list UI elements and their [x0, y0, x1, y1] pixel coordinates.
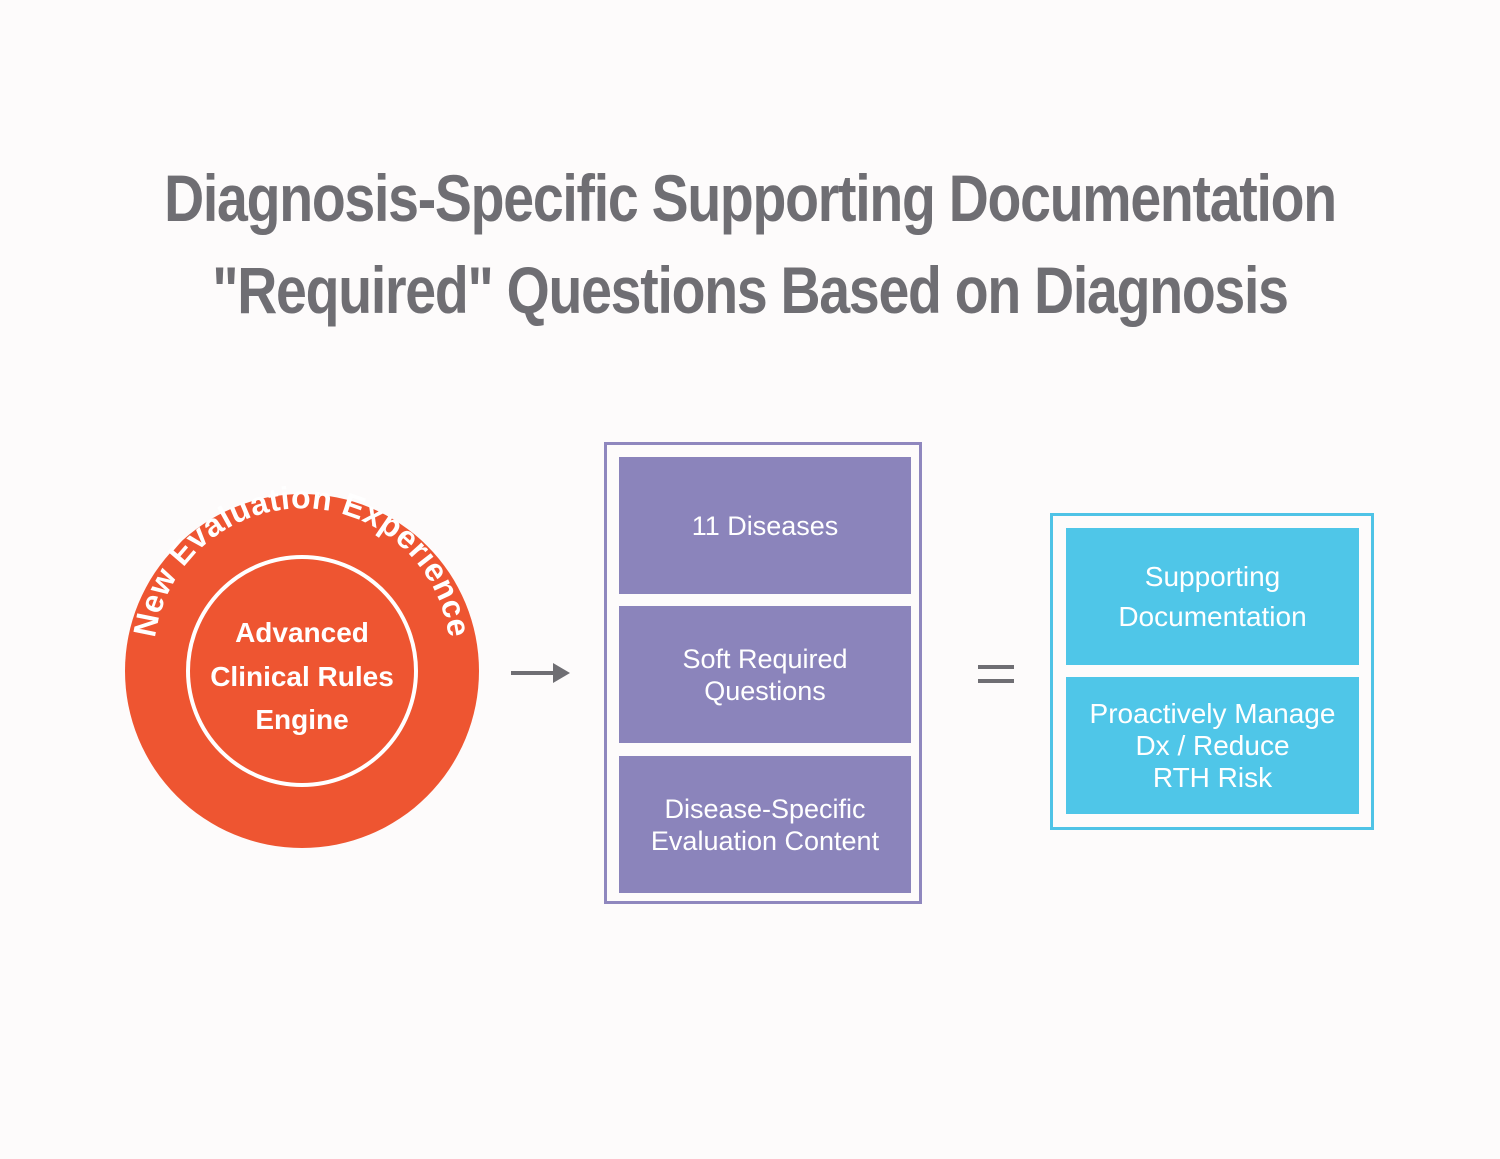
title-line-1: Diagnosis-Specific Supporting Documentat… — [164, 161, 1337, 235]
equals-icon — [978, 665, 1014, 683]
engine-label-line-3: Engine — [255, 704, 348, 735]
arrow-icon — [511, 663, 570, 683]
engine-label-line-2: Clinical Rules — [210, 661, 394, 692]
soft-required-questions-box: Soft Required Questions — [619, 606, 911, 743]
engine-inner-ring — [186, 555, 418, 787]
manage-dx-box: Proactively Manage Dx / Reduce RTH Risk — [1066, 677, 1359, 814]
title-line-2: "Required" Questions Based on Diagnosis — [212, 253, 1289, 327]
supporting-documentation-box: Supporting Documentation — [1066, 528, 1359, 665]
diseases-box: 11 Diseases — [619, 457, 911, 594]
engine-label-line-1: Advanced — [235, 617, 369, 648]
evaluation-content-box: Disease-Specific Evaluation Content — [619, 756, 911, 893]
engine-circle — [125, 494, 479, 848]
